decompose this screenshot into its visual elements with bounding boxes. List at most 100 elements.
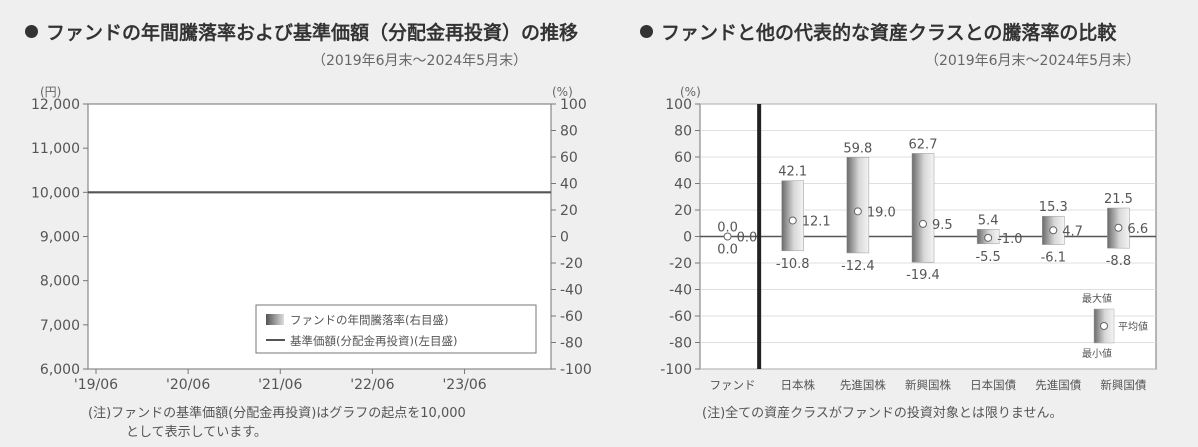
left-y-tick-label: 12,000 [31,97,80,113]
left-footnote: (注)ファンドの基準価額(分配金再投資)はグラフの起点を10,000 として表示… [88,404,466,442]
right-y-tick-label: 20 [560,203,578,219]
right-y-tick-label: -40 [560,283,583,299]
right-y-tick-label: 0 [560,230,569,246]
left-y-tick-label: 9,000 [40,230,80,246]
avg-label: 12.1 [802,214,831,229]
right-axis-unit: (%) [552,85,573,99]
left-y-tick-label: 7,000 [40,318,80,334]
right-y-tick-label: -80 [560,336,583,352]
right-chart-period: （2019年6月末〜2024年5月末） [925,53,1141,69]
avg-marker [984,233,993,242]
bullet-icon [640,25,653,38]
right-chart-layer: 100806040200-20-40-60-80-100ファンド0.00.00.… [660,97,1156,392]
y-tick-label: -60 [669,309,692,325]
left-y-tick-label: 10,000 [31,185,80,201]
right-title-text: ファンドと他の代表的な資産クラスとの騰落率の比較 [661,22,1117,44]
y-tick-label: 100 [665,97,692,113]
max-label: 15.3 [1039,200,1068,215]
max-label: 5.4 [978,213,999,228]
right-y-tick-label: -100 [560,362,592,378]
right-chart-title: ファンドと他の代表的な資産クラスとの騰落率の比較 [640,18,1116,45]
left-chart-layer: 12,000 11,000 10,000 9,000 8,000 7,000 6,000 10… [31,97,592,393]
range-bar [911,153,935,263]
x-tick-label: '23/06 [442,377,486,393]
legend-box [255,304,537,354]
left-y-tick-label: 11,000 [31,141,80,157]
legend-bar-label: ファンドの年間騰落率(右目盛) [290,313,448,327]
avg-marker [723,232,732,241]
key-avg-label: 平均値 [1118,320,1148,333]
avg-marker [788,216,797,225]
category-label: 新興国株 [905,378,951,392]
y-tick-label: -100 [660,362,692,378]
legend-line-label: 基準価額(分配金再投資)(左目盛) [290,334,457,348]
y-tick-label: 40 [674,177,692,193]
y-tick-label: -40 [669,283,692,299]
avg-label: -1.0 [997,232,1022,247]
x-tick-label: '20/06 [166,377,210,393]
left-title-text: ファンドの年間騰落率および基準価額（分配金再投資）の推移 [46,22,579,44]
left-legend: ファンドの年間騰落率(右目盛) 基準価額(分配金再投資)(左目盛) [255,304,537,354]
x-tick-label: '19/06 [74,377,118,393]
bullet-icon [25,25,38,38]
min-label: -10.8 [776,257,810,272]
avg-label: 6.6 [1127,222,1148,237]
max-label: 21.5 [1104,192,1133,207]
left-chart-period: （2019年6月末〜2024年5月末） [312,53,528,69]
key-max-label: 最大値 [1082,292,1112,305]
min-label: -6.1 [1041,251,1066,266]
right-y-tick-label: 60 [560,150,578,166]
category-label: ファンド [710,378,756,392]
y-tick-label: 20 [674,203,692,219]
right-footnote: (注)全ての資産クラスがファンドの投資対象とは限りません。 [702,406,1063,421]
avg-marker [1114,223,1123,232]
right-y-tick-label: 40 [560,177,578,193]
max-label: 42.1 [778,165,807,180]
range-bar [846,157,870,254]
min-label: -5.5 [975,250,1000,265]
avg-label: 4.7 [1062,224,1083,239]
right-y-tick-label: -60 [560,309,583,325]
left-footnote-line1: (注)ファンドの基準価額(分配金再投資)はグラフの起点を10,000 [88,406,466,421]
category-label: 新興国債 [1100,378,1146,392]
min-label: -19.4 [906,268,940,283]
left-footnote-line2: として表示しています。 [126,425,267,440]
left-chart-title: ファンドの年間騰落率および基準価額（分配金再投資）の推移 [25,18,578,45]
avg-marker [853,207,862,216]
right-y-tick-label: 80 [560,124,578,140]
min-label: -12.4 [841,259,875,274]
range-key: 最大値 平均値 最小値 [1082,292,1148,360]
x-tick-label: '22/06 [350,377,394,393]
max-label: 62.7 [909,137,938,152]
y-tick-label: 0 [683,230,692,246]
left-y-tick-label: 6,000 [40,362,80,378]
category-label: 日本株 [780,378,815,392]
y-tick-label: 80 [674,124,692,140]
max-label: 0.0 [717,221,738,236]
right-y-tick-label: 100 [560,97,587,113]
x-tick-label: '21/06 [258,377,302,393]
category-label: 日本国債 [970,378,1016,392]
category-label: 先進国株 [840,378,886,392]
min-label: -8.8 [1106,254,1131,269]
right-y-tick-label: -20 [560,256,583,272]
avg-label: 9.5 [932,218,953,233]
avg-label: 19.0 [867,205,896,220]
key-min-label: 最小値 [1082,347,1112,360]
y-tick-label: -20 [669,256,692,272]
left-y-tick-label: 8,000 [40,274,80,290]
y-tick-label: 60 [674,150,692,166]
y-tick-label: -80 [669,336,692,352]
min-label: 0.0 [717,243,738,258]
range-bar [781,180,804,252]
avg-marker [1049,226,1058,235]
right-chart-unit: (%) [680,85,701,99]
max-label: 59.8 [843,141,872,156]
key-avg-dot [1100,322,1108,330]
legend-bar-swatch [266,314,284,325]
avg-marker [919,219,927,228]
left-axis-unit: (円) [40,85,61,99]
category-label: 先進国債 [1035,378,1081,392]
avg-label: 0.0 [737,231,758,246]
